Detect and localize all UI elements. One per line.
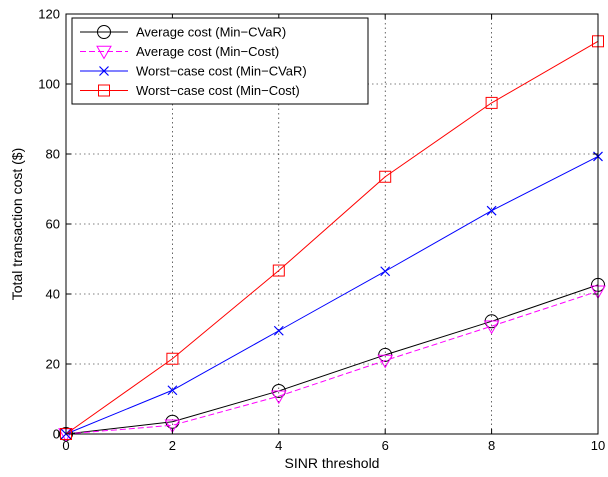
series-line-3 <box>65 156 599 435</box>
legend-marker-3 <box>99 66 109 76</box>
series-3-point <box>486 205 497 216</box>
series-4-point <box>485 96 498 109</box>
y-tick-label: 60 <box>46 217 60 232</box>
series-3-point <box>167 385 178 396</box>
series-2-point <box>483 320 500 335</box>
y-tick-label: 120 <box>38 7 60 22</box>
legend-marker-4 <box>98 84 110 97</box>
legend-label-3: Worst−case cost (Min−CVaR) <box>136 64 307 79</box>
series-4-point <box>379 170 392 183</box>
legend-label-2: Average cost (Min−Cost) <box>136 44 279 59</box>
y-tick-label: 100 <box>38 77 60 92</box>
series-line-4 <box>65 40 599 435</box>
y-tick-label: 80 <box>46 147 60 162</box>
x-tick-label: 0 <box>62 438 69 453</box>
legend-label-4: Worst−case cost (Min−Cost) <box>136 83 300 98</box>
x-tick-label: 8 <box>488 438 495 453</box>
series-2-point <box>164 419 181 434</box>
series-line-2 <box>65 290 599 435</box>
legend-label-1: Average cost (Min−CVaR) <box>136 25 286 40</box>
series-4-point <box>166 352 179 365</box>
legend-marker-2 <box>96 45 112 60</box>
y-tick-label: 40 <box>46 287 60 302</box>
y-tick-label: 0 <box>53 427 60 442</box>
series-3-point <box>273 325 284 336</box>
series-2-point <box>377 354 394 369</box>
legend: Average cost (Min−CVaR) Average cost (Min… <box>71 17 369 105</box>
x-tick-label: 10 <box>591 438 605 453</box>
y-axis-label: Total transaction cost ($) <box>9 148 25 301</box>
x-tick-label: 6 <box>382 438 389 453</box>
series-line-1 <box>65 284 599 435</box>
y-tick-label: 20 <box>46 357 60 372</box>
legend-marker-1 <box>97 25 111 39</box>
x-tick-label: 4 <box>275 438 282 453</box>
series-4-point <box>272 264 285 277</box>
x-axis-label: SINR threshold <box>285 455 380 471</box>
x-tick-label: 2 <box>169 438 176 453</box>
series-3-point <box>380 266 391 277</box>
series-2-point <box>270 390 287 405</box>
